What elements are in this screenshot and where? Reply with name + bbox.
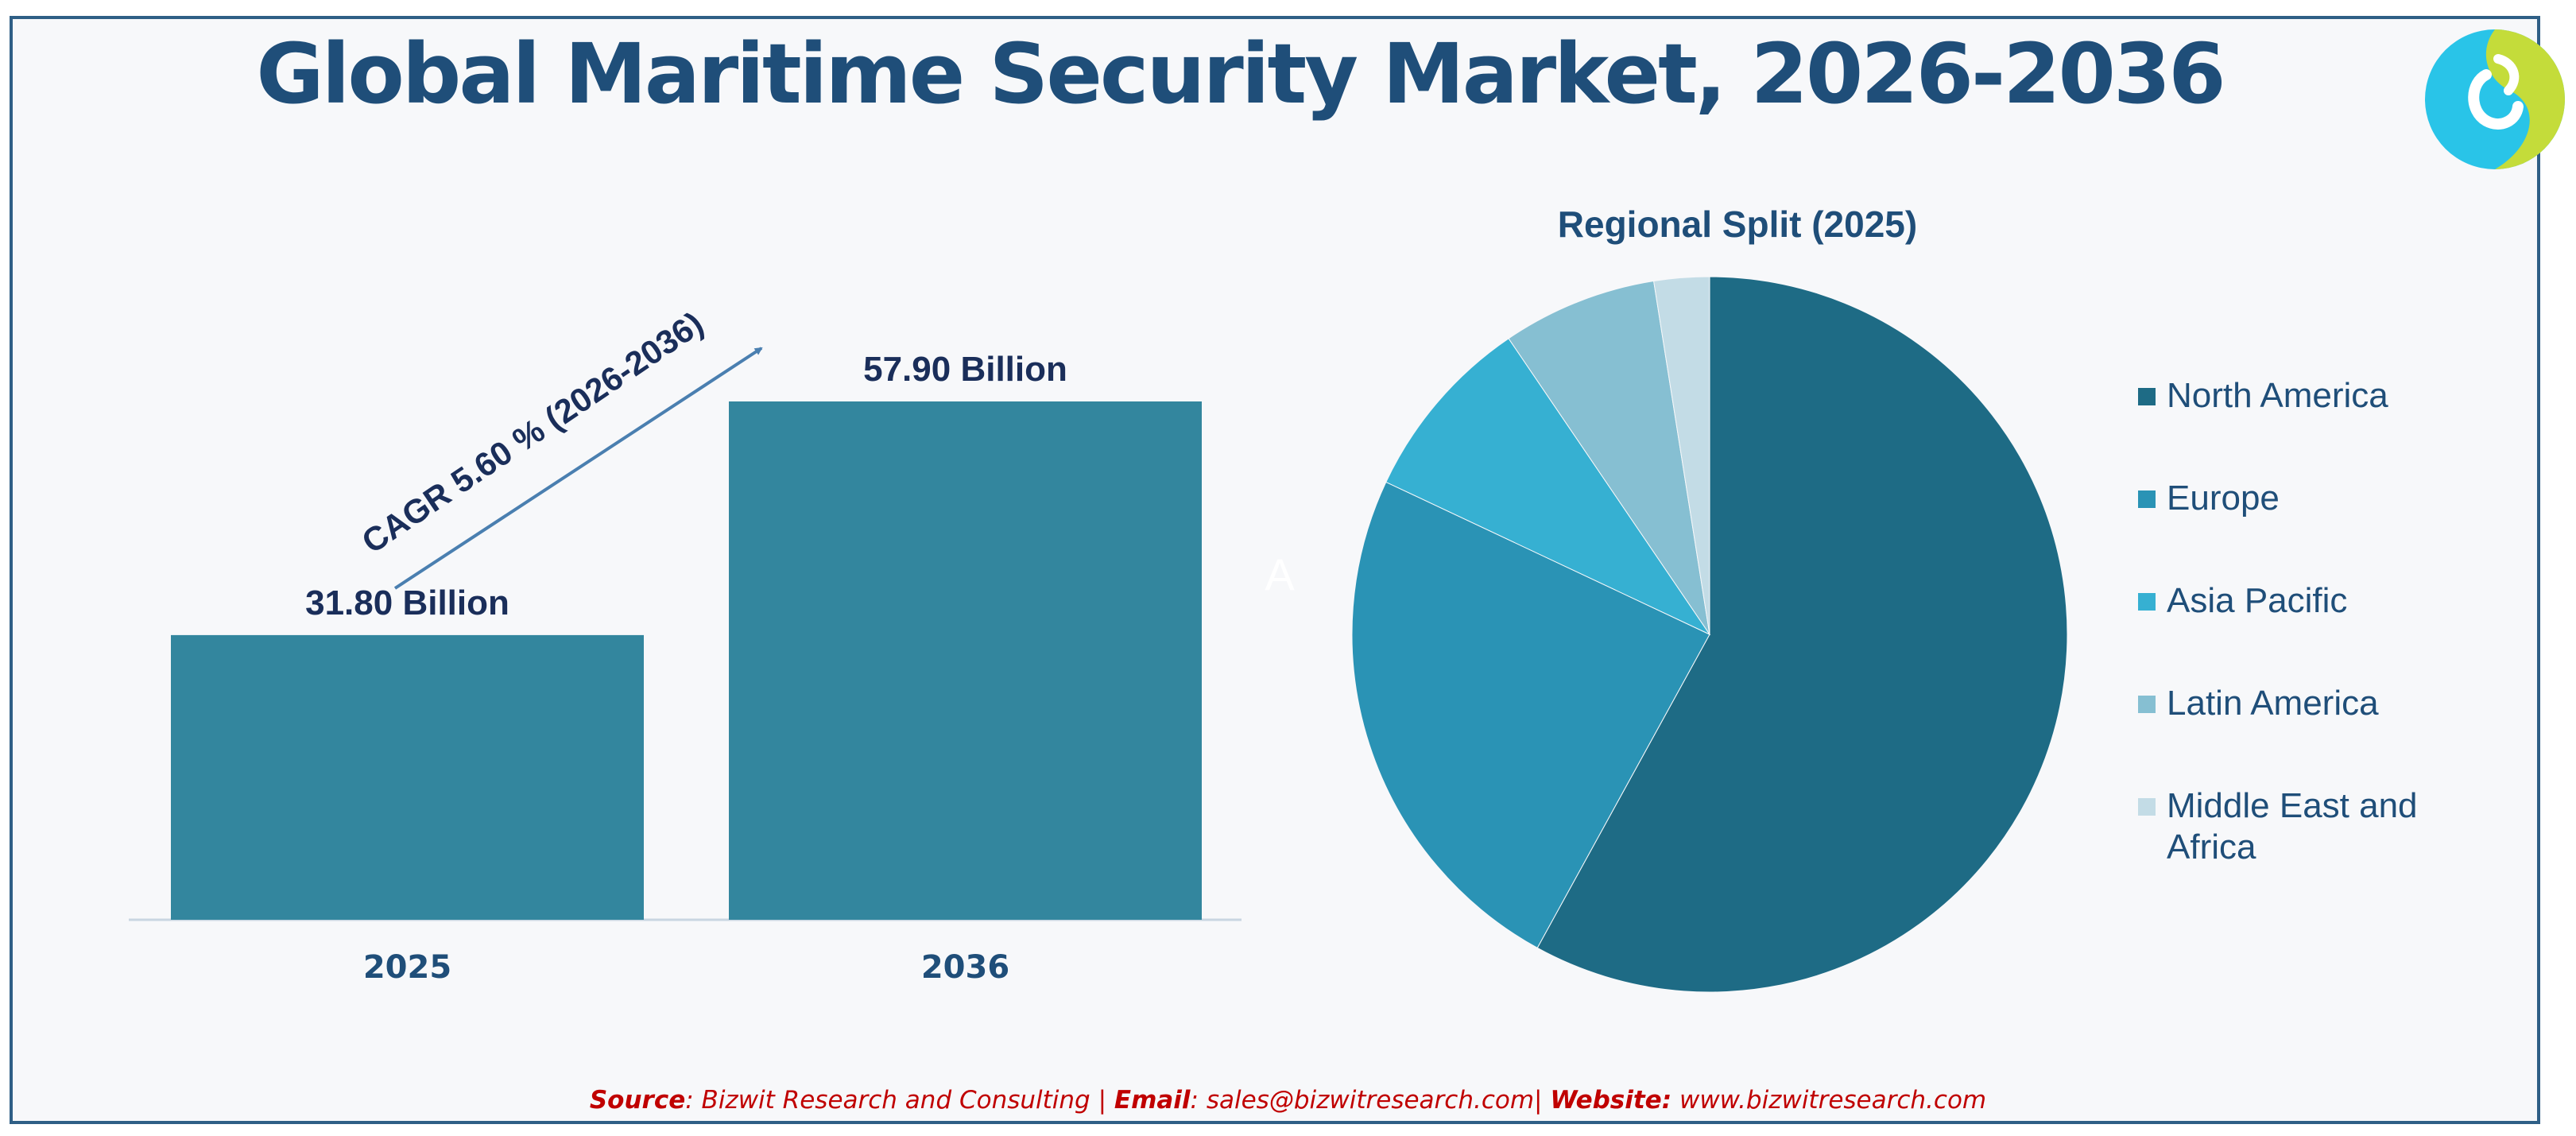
source-label: Source bbox=[589, 1086, 686, 1115]
bar-chart: 31.80 Billion 2025 57.90 Billion 2036 CAGR 5… bbox=[129, 304, 1242, 986]
legend-swatch bbox=[2138, 798, 2156, 816]
pie-slice-europe bbox=[1351, 481, 1710, 949]
cagr-annotation: CAGR 5.60 % (2026-2036) bbox=[355, 304, 710, 560]
legend-label: Latin America bbox=[2167, 684, 2379, 723]
x-tick-label: 2036 bbox=[921, 949, 1009, 986]
legend-swatch bbox=[2138, 388, 2156, 405]
pie-title: Regional Split (2025) bbox=[1558, 204, 1917, 245]
legend-swatch bbox=[2138, 696, 2156, 713]
pie-slice-middle-east-and-africa bbox=[1653, 276, 1710, 635]
email-text: : sales@bizwitresearch.com| bbox=[1190, 1086, 1551, 1115]
brand-logo bbox=[2425, 29, 2565, 169]
legend-swatch bbox=[2138, 593, 2156, 611]
email-label: Email bbox=[1114, 1086, 1191, 1115]
pie-slice-north-america bbox=[1536, 276, 2068, 993]
pie-slice-latin-america bbox=[1508, 280, 1710, 635]
pie-slice-asia-pacific bbox=[1385, 338, 1711, 636]
website-label: Website: bbox=[1550, 1086, 1672, 1115]
infographic-frame bbox=[10, 16, 2540, 1124]
source-footer: Source: Bizwit Research and Consulting |… bbox=[0, 1086, 2576, 1115]
cagr-arrow bbox=[393, 347, 763, 590]
legend-label: Asia Pacific bbox=[2167, 581, 2347, 620]
source-text: : Bizwit Research and Consulting | bbox=[685, 1086, 1114, 1115]
legend-label: Middle East and Africa bbox=[2167, 786, 2418, 867]
stray-label: A bbox=[1265, 549, 1295, 599]
pie-chart: Regional Split (2025) North America Europe… bbox=[1351, 204, 2418, 993]
bar-data-label: 57.90 Billion bbox=[863, 350, 1067, 389]
legend-label: Europe bbox=[2167, 479, 2280, 518]
legend-swatch bbox=[2138, 490, 2156, 508]
x-tick-label: 2025 bbox=[363, 949, 451, 986]
page-title: Global Maritime Security Market, 2026-20… bbox=[256, 25, 2225, 122]
bar-2036 bbox=[729, 401, 1202, 920]
bar-2025 bbox=[171, 634, 644, 920]
legend-label: North America bbox=[2167, 376, 2388, 415]
website-text: www.bizwitresearch.com bbox=[1671, 1086, 1987, 1115]
bar-data-label: 31.80 Billion bbox=[305, 584, 509, 622]
